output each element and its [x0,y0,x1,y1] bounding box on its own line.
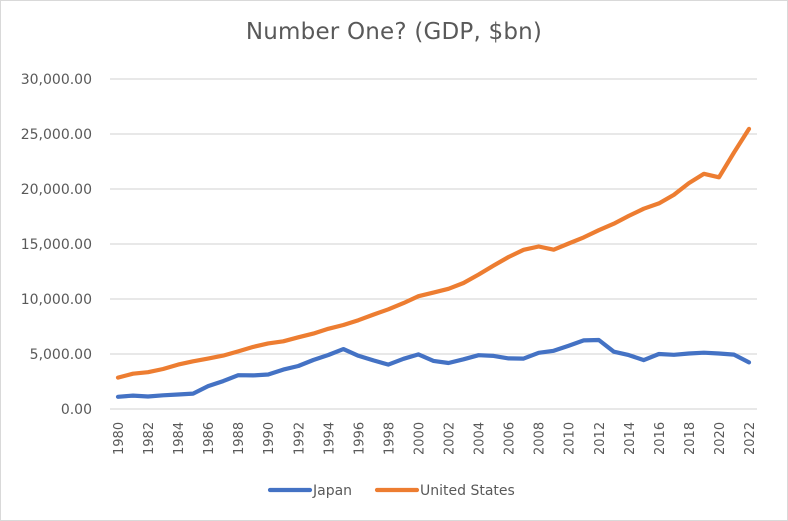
x-tick-label: 2014 [623,422,638,455]
series-lines [115,126,752,399]
x-tick-label: 1984 [172,422,187,455]
y-tick-label: 5,000.00 [30,347,92,363]
series-line-united-states [115,126,752,380]
x-tick-label: 2008 [533,422,548,455]
y-tick-label: 15,000.00 [21,237,92,253]
x-tick-label: 2004 [473,422,488,455]
x-tick-label: 1982 [142,422,157,455]
legend: Japan United States [267,483,515,499]
x-tick-label: 2002 [443,422,458,455]
x-tick-label: 2020 [713,422,728,455]
x-tick-label: 2016 [653,422,668,455]
series-line-japan [115,337,752,399]
y-tick-label: 0.00 [61,402,92,418]
y-tick-label: 30,000.00 [21,72,92,88]
x-tick-label: 1988 [232,422,247,455]
legend-label: United States [420,483,515,499]
gridlines [110,78,757,410]
x-axis-ticks: 1980 1982 1984 1986 1988 1990 1992 1994 1996 1998… [112,422,758,455]
x-tick-label: 1996 [352,422,367,455]
x-tick-label: 2000 [412,422,427,455]
y-tick-label: 20,000.00 [21,182,92,198]
x-tick-label: 2010 [563,422,578,455]
legend-item: United States [374,483,515,499]
y-tick-label: 10,000.00 [21,292,92,308]
x-tick-label: 1990 [262,422,277,455]
x-tick-label: 1998 [382,422,397,455]
y-axis-ticks: 0.00 5,000.00 10,000.00 15,000.00 20,000.00 2… [21,72,92,418]
x-tick-label: 1980 [112,422,127,455]
chart-title: Number One? (GDP, $bn) [245,19,543,45]
x-tick-label: 2006 [503,422,518,455]
x-tick-label: 1994 [322,422,337,455]
x-tick-label: 2012 [593,422,608,455]
x-tick-label: 2022 [743,422,758,455]
x-tick-label: 1992 [292,422,307,455]
y-tick-label: 25,000.00 [21,127,92,143]
legend-label: Japan [312,483,352,499]
x-tick-label: 1986 [202,422,217,455]
legend-item: Japan [267,483,352,499]
x-tick-label: 2018 [683,422,698,455]
